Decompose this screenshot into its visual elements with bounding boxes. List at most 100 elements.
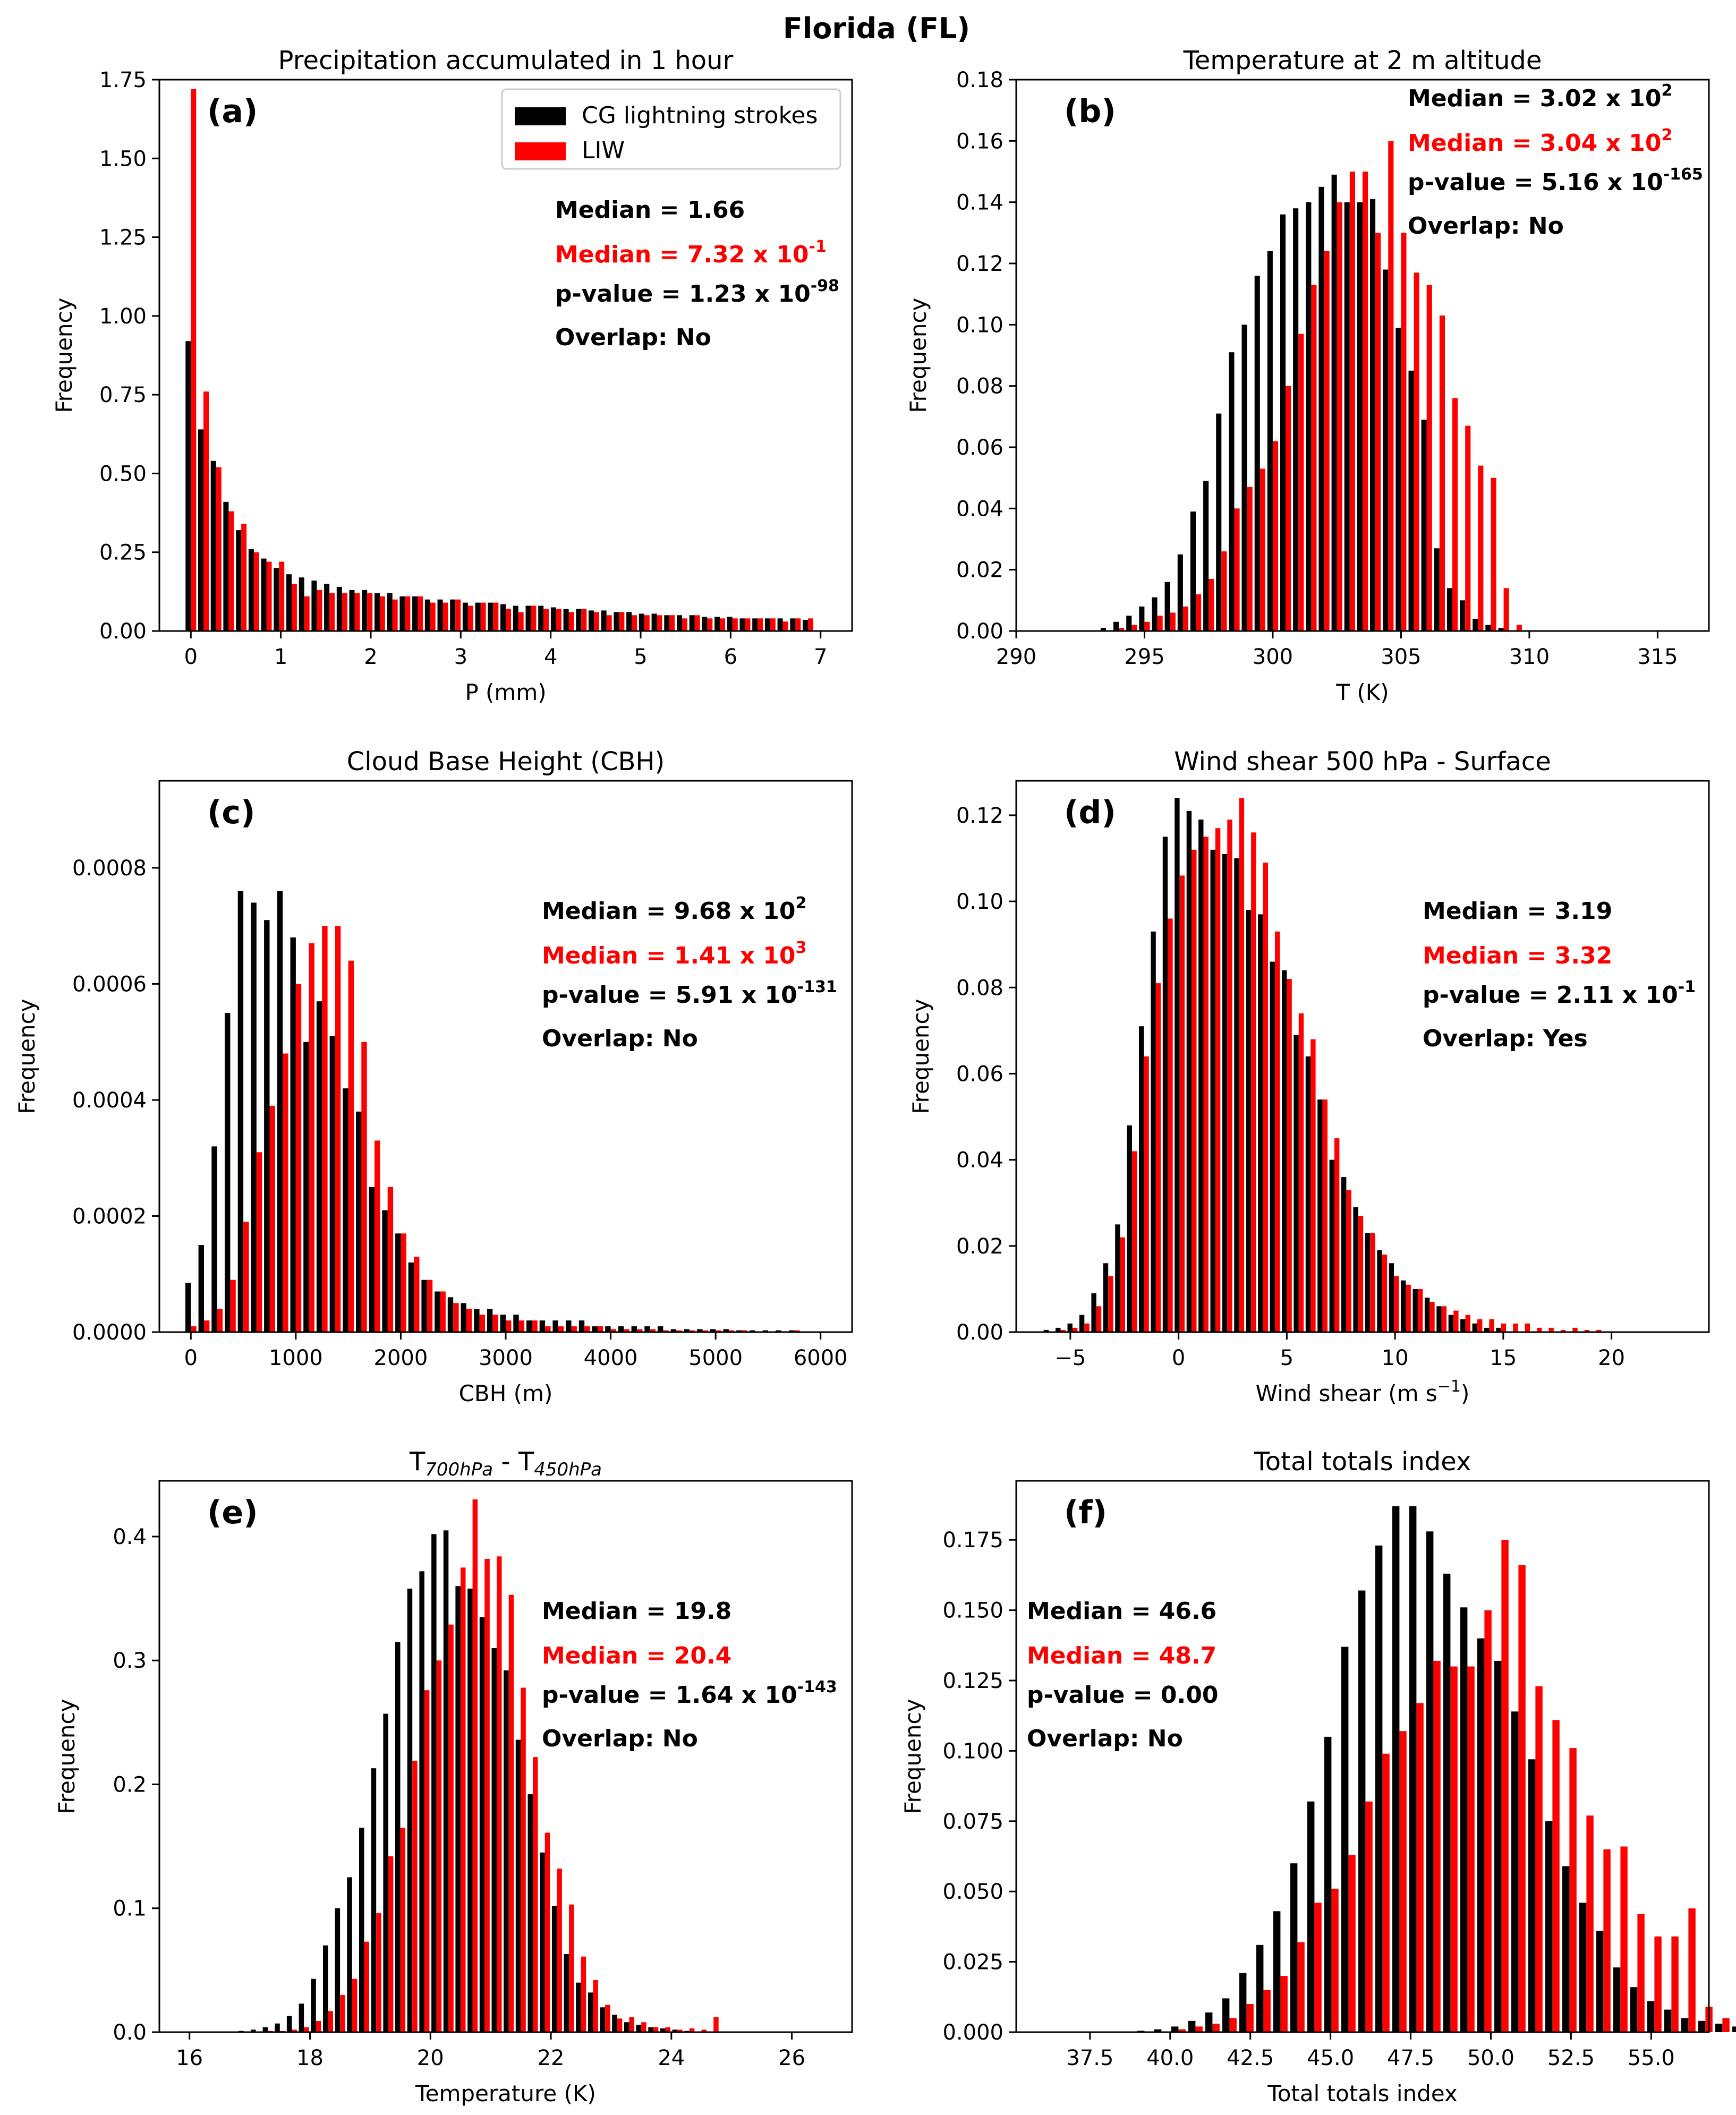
liw-bar [521,1687,526,2032]
liw-bar [283,1053,288,1332]
cg-bar [248,549,254,631]
x-tick-label: 55.0 [1628,2046,1675,2070]
cg-bar [1408,370,1414,631]
plot-frame [158,79,853,632]
cg-bar [1267,251,1273,631]
cg-bar [539,1320,546,1332]
liw-bar [1179,875,1185,1332]
x-axis-label: Temperature (K) [415,2080,596,2107]
cg-median-annotation-text: Median = 19.8 [542,1598,731,1625]
y-axis-label: Frequency [14,999,40,1114]
liw-bar [354,593,360,631]
cg-bar [631,1326,637,1332]
liw-bar [1060,1329,1066,1332]
cg-bar [387,593,393,631]
cg-bar [1177,554,1183,631]
legend-cg-label: CG lightning strokes [582,102,818,129]
liw-bar [335,926,341,1332]
cg-bar [1681,2018,1689,2032]
y-tick-label: 0.12 [956,252,1003,276]
cg-bar [1126,616,1132,631]
cg-bar [1579,1903,1587,2032]
cg-bar [723,1329,729,1332]
cg-bar [566,1320,572,1332]
cg-bar [262,2027,268,2032]
cg-bar [1377,1250,1382,1332]
liw-bar [1416,1703,1424,2032]
y-axis-label: Frequency [908,999,934,1114]
cg-bar [513,605,518,631]
liw-bar [1537,1327,1542,1332]
liw-bar [1382,1255,1388,1332]
cg-bar [198,429,203,631]
liw-bar [569,1904,574,2032]
cg-bar [369,1187,375,1332]
liw-bar [1311,285,1317,631]
cg-bar [1305,1056,1311,1332]
liw-bar [1247,487,1253,631]
cg-bar [1358,1590,1366,2032]
x-tick-label: 52.5 [1547,2046,1595,2070]
cg-bar [359,1828,364,2032]
title-text: - T [493,1447,534,1477]
liw-bar [657,615,662,631]
liw-bar [1450,1666,1458,2032]
liw-bar [669,615,675,631]
liw-bar [1467,1666,1475,2032]
y-tick-label: 0.04 [956,1148,1003,1173]
cg-bar [1151,931,1156,1332]
cg-bar [347,1877,352,2032]
liw-bar [606,615,612,631]
liw-bar [1346,1190,1351,1332]
x-tick-label: 295 [1124,645,1164,669]
liw-bar [1144,621,1150,631]
title-subscript: 700hPa [425,1459,493,1480]
liw-bar [1132,1151,1137,1332]
cg-bar [500,604,506,631]
y-tick-label: 0.16 [956,129,1003,153]
cg-bar [1613,1967,1621,2032]
y-tick-label: 1.25 [99,226,147,250]
cg-bar [1392,1506,1400,2032]
cg-bar [1306,202,1312,631]
liw-bar [794,1330,800,1332]
legend: CG lightning strokes LIW [501,88,841,170]
y-tick-label: 0.0000 [72,1320,147,1345]
panel-title: Precipitation accumulated in 1 hour [278,46,734,75]
x-tick-label: 5 [1280,1346,1294,1370]
liw-bar [665,2027,670,2032]
liw-bar [1465,1315,1470,1332]
liw-bar [518,1320,525,1332]
figure-title: Florida (FL) [783,12,970,45]
cg-bar [250,2029,256,2032]
liw-bar [1363,172,1368,631]
x-tick-label: 40.0 [1146,2046,1194,2070]
liw-bar [243,1222,249,1332]
p-value-annotation: p-value = 1.23 x 10-98 [555,277,839,308]
cg-bar [1357,202,1363,631]
cg-bar [349,590,355,631]
panel-label: (a) [207,93,258,130]
liw-bar [1239,798,1245,1332]
y-tick-label: 0.75 [99,383,147,407]
liw-bar [1620,1846,1628,2032]
p-value-annotation-text: p-value = 1.23 x 10 [555,280,811,308]
cg-bar [500,1315,506,1332]
liw-bar [256,1152,262,1332]
liw-bar [1108,1276,1113,1332]
plot-frame [1015,1480,1710,2033]
p-value-annotation-exponent: -165 [1663,165,1703,184]
cg-bar [275,2023,280,2032]
y-tick-label: 0.0006 [72,972,147,996]
cg-bar [419,1571,424,2032]
cg-bar [1246,910,1252,1332]
liw-median-annotation-exponent: 2 [1662,126,1673,144]
cg-bar [343,1088,348,1332]
cg-bar [1562,1866,1570,2032]
liw-bar [619,612,625,631]
cg-bar [1127,1125,1132,1333]
cg-bar [1528,1759,1536,2032]
panel-title: Cloud Base Height (CBH) [347,747,665,777]
liw-bar [279,561,285,631]
liw-median-annotation: Median = 20.4 [542,1642,731,1669]
